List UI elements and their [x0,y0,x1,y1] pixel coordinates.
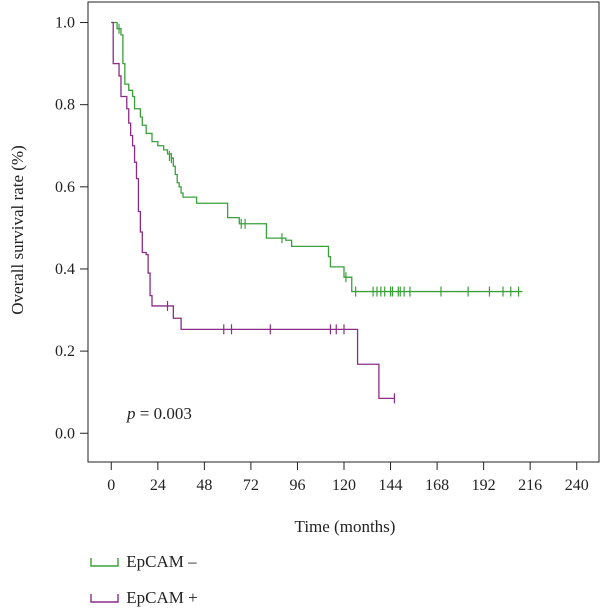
legend-item-epcam-positive: EpCAM + [88,588,198,608]
km-curve-0 [111,21,523,293]
x-tick-label: 192 [472,477,496,494]
x-tick-label: 48 [196,477,212,494]
legend-key-epcam-positive [90,594,119,603]
x-tick-label: 72 [243,477,259,494]
p-value-symbol: p [126,404,136,423]
axes: 0 24 48 72 96 120 144 168 192 216 240 0.0 0.2 0.4 0.6 0… [55,1,600,494]
series-layer [111,21,523,404]
x-tick-label: 216 [518,477,542,494]
plot-frame [87,1,600,463]
y-tick-label: 1.0 [55,15,75,32]
x-tick-label: 240 [565,477,589,494]
legend-key-epcam-negative [90,558,119,567]
legend-label-epcam-positive: EpCAM + [126,588,198,607]
x-tick-label: 168 [425,477,449,494]
x-tick-label: 24 [150,477,166,494]
y-tick-label: 0.0 [55,425,75,442]
legend-item-epcam-negative: EpCAM – [88,552,197,572]
y-tick-label: 0.2 [55,343,75,360]
y-tick-label: 0.8 [55,97,75,114]
x-tick-label: 0 [107,477,115,494]
y-tick-label: 0.4 [55,261,75,278]
p-value-annotation: p = 0.003 [126,404,192,423]
x-tick-label: 96 [289,477,305,494]
y-axis-title: Overall survival rate (%) [8,145,27,314]
p-value-text: = 0.003 [136,404,192,423]
km-curve-1 [111,21,395,399]
x-axis-title: Time (months) [295,517,396,536]
legend-label-epcam-negative: EpCAM – [126,552,197,571]
x-tick-label: 120 [332,477,356,494]
x-tick-label: 144 [379,477,403,494]
y-tick-label: 0.6 [55,179,75,196]
